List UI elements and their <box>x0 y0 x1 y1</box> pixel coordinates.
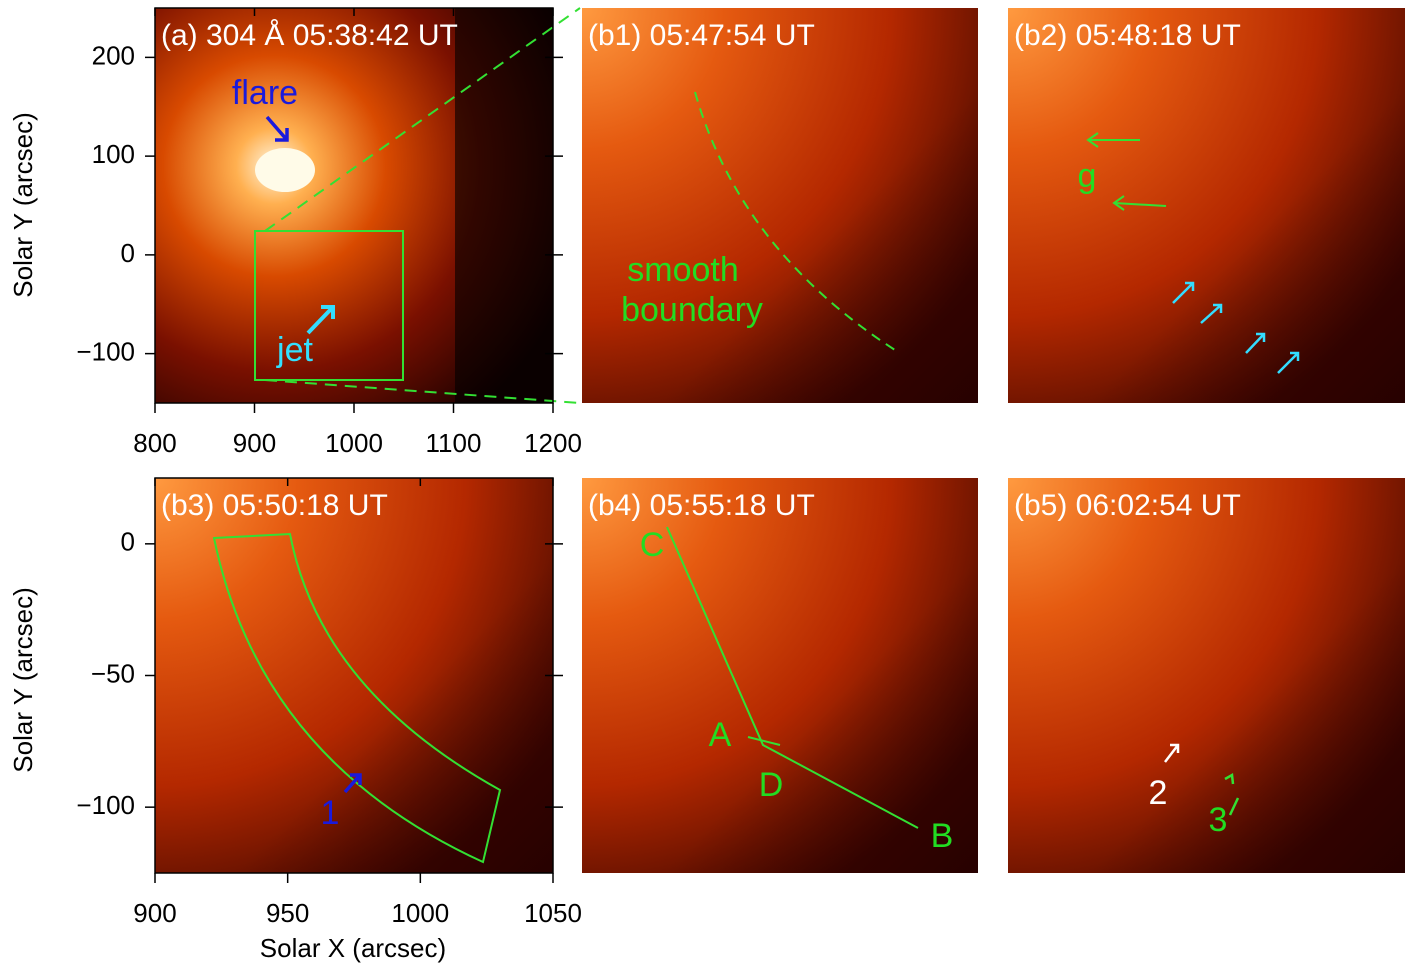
y-tick-label: −50 <box>91 658 135 688</box>
y-tick-label: 0 <box>121 527 135 557</box>
annotation: 2 <box>1149 774 1168 812</box>
annotation: 1 <box>321 794 340 832</box>
cyan-arrows <box>306 281 1300 374</box>
image-shade <box>582 478 978 873</box>
x-tick-label: 900 <box>233 428 276 458</box>
zoom-line <box>264 7 581 232</box>
x-tick-label: 1000 <box>391 898 449 928</box>
annotation: 3 <box>1209 801 1228 839</box>
panel-label: (b2) 05:48:18 UT <box>1014 19 1241 52</box>
y-axis-label: Solar Y (arcsec) <box>8 587 38 772</box>
x-tick-label: 900 <box>133 898 176 928</box>
panel-label: (b1) 05:47:54 UT <box>588 19 815 52</box>
image-shade <box>1008 478 1405 873</box>
annotation: g <box>1078 157 1097 195</box>
slit-line <box>747 736 781 746</box>
x-tick-label: 800 <box>133 428 176 458</box>
y-tick-label: 200 <box>92 40 135 70</box>
y-tick-label: −100 <box>76 337 135 367</box>
y-axis-label: Solar Y (arcsec) <box>8 112 38 297</box>
y-tick-label: 0 <box>121 238 135 268</box>
zoom-line <box>264 379 581 404</box>
annotation: A <box>709 716 732 754</box>
annotation: smooth <box>627 251 739 289</box>
annotation: flare <box>232 74 298 112</box>
boundary-curve <box>694 91 896 351</box>
y-tick-label: −100 <box>76 790 135 820</box>
annotation: D <box>759 766 784 804</box>
panel-label: (b5) 06:02:54 UT <box>1014 489 1241 522</box>
panel-label: (b4) 05:55:18 UT <box>588 489 815 522</box>
flare-core <box>255 148 315 192</box>
g-arrows <box>1086 132 1167 211</box>
x-tick-label: 1000 <box>325 428 383 458</box>
image-shade <box>455 8 553 403</box>
other-arrows <box>265 115 1180 794</box>
y-tick-label: 100 <box>92 139 135 169</box>
overlays <box>212 7 1240 864</box>
annotation: C <box>640 526 665 564</box>
panel-label: (a) 304 Å 05:38:42 UT <box>161 19 458 52</box>
images <box>155 8 1405 873</box>
annotation: boundary <box>621 291 763 329</box>
arrow-3 <box>1224 772 1240 816</box>
image-shade <box>582 8 978 403</box>
image-shade <box>155 478 553 873</box>
x-tick-label: 1050 <box>524 898 582 928</box>
zoom-box <box>254 230 404 381</box>
image-shade <box>1008 8 1405 403</box>
annotation: B <box>931 817 954 855</box>
annotation: jet <box>276 331 313 369</box>
panel-label: (b3) 05:50:18 UT <box>161 489 388 522</box>
slit-region <box>212 532 502 864</box>
x-tick-label: 950 <box>266 898 309 928</box>
x-axis-label: Solar X (arcsec) <box>260 933 446 963</box>
x-tick-label: 1200 <box>524 428 582 458</box>
x-tick-label: 1100 <box>426 428 482 458</box>
slit-line <box>666 526 919 829</box>
